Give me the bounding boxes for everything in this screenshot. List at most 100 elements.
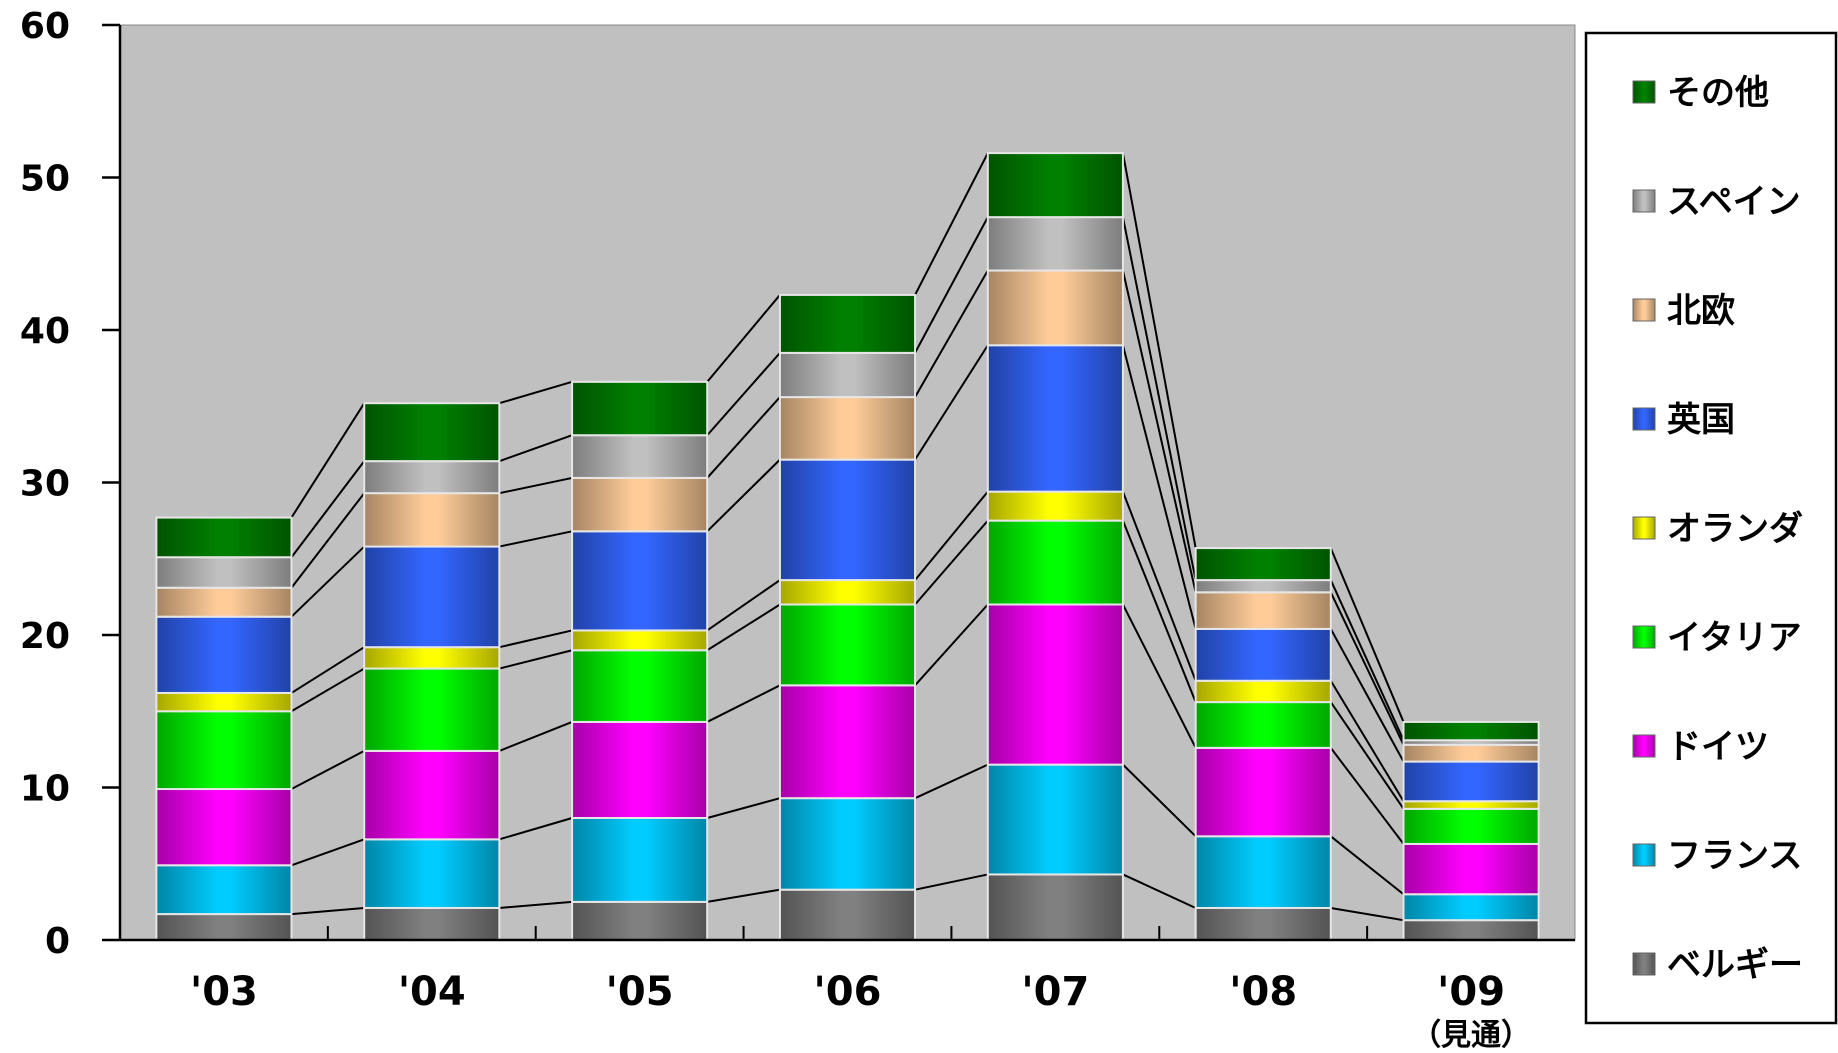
- series-connector-line: [914, 873, 989, 891]
- bar-segment: [363, 906, 501, 941]
- legend-swatch: [1632, 189, 1656, 213]
- bar-segment: [778, 797, 917, 891]
- bar-segment: [571, 380, 709, 437]
- series-connector-line: [499, 817, 573, 841]
- bar-segment: [778, 293, 917, 354]
- bar-segment: [1402, 842, 1540, 896]
- y-tick-label: 0: [45, 921, 70, 962]
- series-connector-line: [1121, 152, 1197, 549]
- legend-swatch: [1632, 516, 1656, 540]
- y-tick-label: 50: [20, 159, 70, 200]
- legend-swatch: [1632, 80, 1656, 104]
- bar-segment: [1194, 591, 1332, 630]
- bar-segment: [778, 458, 917, 582]
- bar-segment: [155, 913, 293, 942]
- series-connector-line: [706, 294, 781, 383]
- legend-label: 英国: [1667, 400, 1735, 440]
- series-connector-line: [1330, 906, 1404, 922]
- x-category-label: '05: [606, 969, 674, 1015]
- bar-segment: [778, 684, 917, 800]
- series-connector-line: [1329, 579, 1405, 741]
- bar-segment: [571, 817, 709, 903]
- x-category-label: '03: [190, 969, 258, 1015]
- series-connector-line: [1121, 270, 1197, 593]
- y-tick-label: 20: [20, 616, 70, 657]
- x-category-label: '09: [1437, 969, 1505, 1015]
- bar-segment: [363, 492, 501, 548]
- series-connector-line: [1329, 628, 1405, 763]
- bar-segment: [155, 556, 293, 589]
- legend-swatch: [1632, 843, 1656, 867]
- bar-segment: [155, 586, 293, 618]
- bar-segment: [986, 344, 1124, 493]
- series-connector-line: [1330, 835, 1405, 896]
- bar-segment: [1194, 746, 1332, 838]
- bar-segment: [1194, 835, 1332, 909]
- series-connector-line: [290, 545, 365, 618]
- bar-segment: [986, 873, 1124, 941]
- legend-label: その他: [1667, 73, 1769, 113]
- series-connector-line: [914, 603, 989, 686]
- bar-segment: [1402, 807, 1540, 845]
- series-connector-line: [914, 152, 989, 296]
- series-connector-line: [914, 491, 989, 581]
- legend-label: オランダ: [1667, 509, 1803, 549]
- x-category-sublabel: （見通）: [1411, 1018, 1531, 1053]
- bar-segment: [986, 490, 1124, 522]
- series-connector-line: [499, 380, 573, 405]
- bar-segment: [986, 269, 1124, 347]
- legend-swatch: [1632, 625, 1656, 649]
- series-connector-line: [290, 646, 365, 694]
- series-connector-line: [291, 750, 365, 790]
- series-connector-line: [291, 906, 365, 916]
- bar-segment: [571, 720, 709, 819]
- bar-segment: [1402, 743, 1540, 763]
- series-connector-line: [706, 396, 781, 479]
- legend-swatch: [1632, 734, 1656, 758]
- bar-segment: [1402, 720, 1540, 742]
- series-connector-line: [1122, 604, 1197, 749]
- y-tick-label: 30: [20, 464, 70, 505]
- bar-segment: [155, 864, 293, 916]
- bar-segment: [363, 838, 501, 909]
- series-connector-line: [499, 530, 573, 548]
- series-connector-line: [1121, 345, 1197, 630]
- bar-segment: [155, 691, 293, 713]
- bar-segment: [363, 460, 501, 495]
- bar-segment: [986, 216, 1124, 272]
- bar-segment: [1402, 800, 1540, 810]
- series-connector-line: [1121, 216, 1197, 581]
- bar-segment: [1402, 760, 1540, 803]
- bar-segment: [778, 603, 917, 687]
- series-connector-line: [1329, 591, 1405, 746]
- x-category-label: '04: [398, 969, 466, 1015]
- x-category-label: '08: [1229, 969, 1297, 1015]
- bar-segment: [571, 530, 709, 632]
- bar-segment: [986, 763, 1124, 876]
- series-connector-line: [499, 900, 573, 909]
- bar-segment: [571, 900, 709, 941]
- series-connector-line: [707, 888, 781, 903]
- y-tick-label: 60: [20, 6, 70, 47]
- legend-label: フランス: [1667, 836, 1802, 876]
- bar-segment: [155, 516, 293, 559]
- bar-segment: [571, 434, 709, 479]
- series-connector-line: [706, 579, 781, 632]
- legend-label: ドイツ: [1667, 727, 1769, 767]
- legend-label: イタリア: [1667, 618, 1802, 658]
- x-category-label: '06: [814, 969, 882, 1015]
- bar-segment: [1402, 919, 1540, 941]
- series-connector-line: [1329, 547, 1405, 723]
- legend-swatch: [1632, 407, 1656, 431]
- series-connector-line: [1122, 763, 1197, 838]
- series-connector-line: [914, 519, 989, 606]
- bar-segment: [778, 396, 917, 461]
- series-connector-line: [499, 476, 573, 495]
- bar-segment: [986, 152, 1124, 219]
- legend-box: [1584, 31, 1838, 1025]
- bar-segment: [778, 888, 917, 941]
- series-connector-line: [1329, 680, 1405, 802]
- series-connector-line: [290, 492, 366, 589]
